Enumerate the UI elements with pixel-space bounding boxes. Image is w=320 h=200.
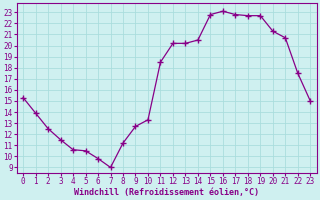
X-axis label: Windchill (Refroidissement éolien,°C): Windchill (Refroidissement éolien,°C) — [74, 188, 259, 197]
